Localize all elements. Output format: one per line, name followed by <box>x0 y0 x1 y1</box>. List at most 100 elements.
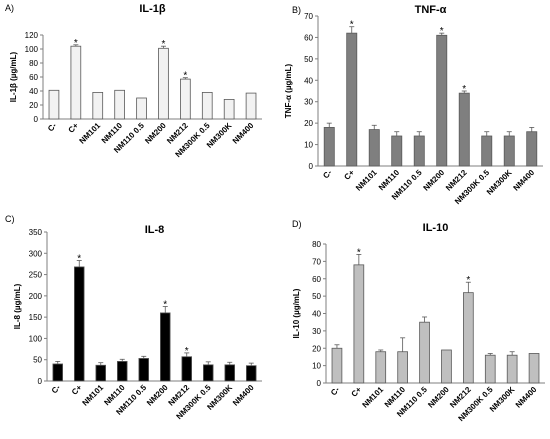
x-tick-label: C- <box>46 121 59 134</box>
chart-panel-4: D) IL-10 0 10 20 30 40 50 60 70 80 IL-10 (µg/mL) C- *… <box>292 219 545 423</box>
bar <box>52 363 63 382</box>
bar <box>506 354 518 384</box>
x-tick-label: C+ <box>70 383 84 397</box>
y-tick-label: 40 <box>304 76 313 85</box>
y-tick-label: 0 <box>309 162 314 171</box>
chart-title: IL-1β <box>139 3 166 15</box>
bar <box>458 92 470 167</box>
bar <box>114 89 125 120</box>
y-tick-label: 40 <box>312 310 321 319</box>
bar <box>203 364 214 382</box>
significance-marker: * <box>350 20 354 31</box>
x-tick-label: C+ <box>350 385 364 399</box>
y-tick-label: 70 <box>312 257 321 266</box>
bar <box>136 97 147 120</box>
y-tick-label: 50 <box>304 55 313 64</box>
significance-marker: * <box>185 346 189 357</box>
bar <box>353 264 365 384</box>
x-tick-label: NM300K <box>485 168 514 197</box>
chart-title: TNF-α <box>415 4 447 16</box>
bar <box>503 135 515 167</box>
bar <box>245 92 257 120</box>
significance-marker: * <box>183 71 187 82</box>
bar <box>413 135 425 167</box>
bar <box>528 353 540 384</box>
panel-label: D) <box>292 219 302 229</box>
x-tick-label: NM101 <box>354 168 379 193</box>
bar <box>441 349 452 384</box>
bar <box>331 347 343 384</box>
y-tick-label: 60 <box>312 275 321 284</box>
significance-marker: * <box>440 26 444 37</box>
y-axis-label: IL-1β (µg/mL) <box>9 51 18 102</box>
y-axis-label: IL-8 (µg/mL) <box>13 283 22 329</box>
y-axis-label: TNF-α (µg/mL) <box>284 63 293 118</box>
bar <box>463 292 474 384</box>
y-tick-label: 70 <box>304 12 313 21</box>
x-tick-label: NM101 <box>81 383 106 408</box>
y-tick-label: 120 <box>25 31 39 40</box>
chart-panel-2: B) TNF-α 0 10 20 30 40 50 60 70 TNF-α (µg/mL) C- * C+… <box>284 4 543 206</box>
chart-panel-3: C) IL-8 0 50 100 150 200 250 300 350 IL-8 (µg/mL) C… <box>5 214 262 421</box>
y-tick-label: 20 <box>29 101 38 110</box>
x-tick-label: C+ <box>67 121 81 135</box>
significance-marker: * <box>163 300 167 311</box>
y-tick-label: 100 <box>25 45 39 54</box>
bar <box>92 92 104 120</box>
bar <box>419 321 430 384</box>
significance-marker: * <box>161 39 165 50</box>
y-tick-label: 150 <box>29 313 43 322</box>
x-tick-label: NM200 <box>422 168 447 193</box>
y-tick-label: 20 <box>312 344 321 353</box>
y-tick-label: 50 <box>33 356 42 365</box>
y-tick-label: 350 <box>29 228 43 237</box>
bar <box>180 78 191 120</box>
x-tick-label: C+ <box>342 168 356 182</box>
panel-label: C) <box>5 214 15 224</box>
x-tick-label: NM400 <box>512 168 537 193</box>
y-tick-label: 60 <box>29 73 38 82</box>
significance-marker: * <box>357 247 361 258</box>
y-tick-label: 0 <box>317 379 322 388</box>
y-tick-label: 80 <box>312 240 321 249</box>
bar <box>375 351 387 384</box>
y-tick-label: 40 <box>29 87 38 96</box>
bar <box>368 129 380 167</box>
y-tick-label: 10 <box>304 141 313 150</box>
y-tick-label: 100 <box>29 334 43 343</box>
y-tick-label: 10 <box>312 362 321 371</box>
bar <box>346 32 358 167</box>
x-tick-label: NM101 <box>361 385 386 410</box>
y-tick-label: 0 <box>34 115 39 124</box>
x-tick-label: NM101 <box>78 121 103 146</box>
chart-title: IL-8 <box>145 224 165 236</box>
bar <box>74 266 85 382</box>
chart-panel-1: A) IL-1β 0 20 40 60 80 100 120 IL-1β (µg/mL) C- * C+… <box>5 3 262 159</box>
bar <box>201 92 213 120</box>
y-tick-label: 200 <box>29 292 43 301</box>
y-tick-label: 0 <box>38 377 43 386</box>
bar <box>246 365 257 382</box>
x-tick-label: NM400 <box>231 383 256 408</box>
bar <box>160 312 171 382</box>
y-tick-label: 300 <box>29 249 43 258</box>
bar <box>436 34 448 167</box>
panel-label: B) <box>292 5 301 15</box>
x-tick-label: NM200 <box>426 385 451 410</box>
x-tick-label: C- <box>329 385 342 398</box>
y-tick-label: 80 <box>29 59 38 68</box>
bar <box>138 358 149 382</box>
bar <box>391 135 403 167</box>
significance-marker: * <box>466 275 470 286</box>
bar <box>397 351 408 384</box>
y-axis-label: IL-10 (µg/mL) <box>292 288 301 338</box>
bar <box>481 135 493 167</box>
bar <box>484 354 496 384</box>
x-tick-label: NM200 <box>145 383 170 408</box>
y-tick-label: 20 <box>304 119 313 128</box>
bar <box>117 361 128 382</box>
bar <box>323 127 335 167</box>
significance-marker: * <box>77 254 81 265</box>
significance-marker: * <box>74 38 78 49</box>
